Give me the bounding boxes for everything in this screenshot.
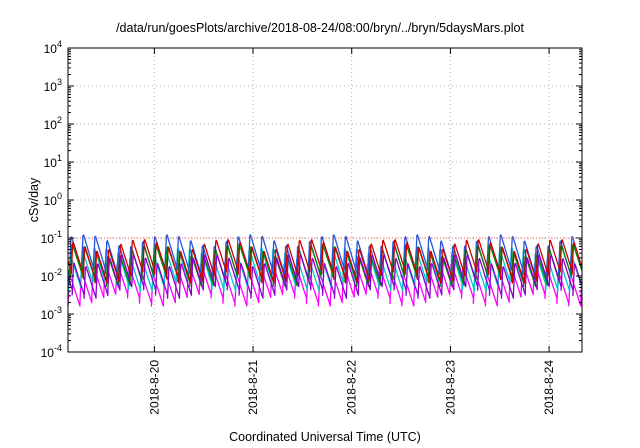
y-tick-label: 102: [44, 115, 62, 132]
y-tick-label: 10-1: [41, 229, 62, 246]
x-tick-label: 2018-8-23: [443, 360, 457, 415]
series-line: [67, 254, 583, 299]
y-tick-label: 10-4: [41, 343, 62, 360]
x-tick-label: 2018-8-21: [246, 360, 260, 415]
y-axis-label: cSv/day: [27, 177, 41, 222]
x-tick-label: 2018-8-22: [345, 360, 359, 415]
x-tick-label: 2018-8-24: [542, 360, 556, 415]
y-tick-label: 100: [44, 191, 62, 208]
y-axis: 10-4 10-3 10-2 10-1 100 101 102 103 104: [41, 39, 582, 360]
y-tick-label: 10-3: [41, 305, 62, 322]
y-tick-label: 103: [44, 77, 62, 94]
chart-title: /data/run/goesPlots/archive/2018-08-24/0…: [116, 21, 524, 35]
y-tick-label: 101: [44, 153, 62, 170]
y-tick-label: 104: [44, 39, 62, 56]
series-group: [67, 234, 583, 307]
series-line: [67, 243, 583, 288]
x-tick-label: 2018-8-20: [147, 360, 161, 415]
x-axis: 2018-8-20 2018-8-21 2018-8-22 2018-8-23 2018…: [147, 48, 556, 415]
y-tick-label: 10-2: [41, 267, 62, 284]
series-line: [67, 239, 583, 284]
grid-lines: [68, 48, 582, 352]
x-axis-label: Coordinated Universal Time (UTC): [229, 430, 421, 444]
